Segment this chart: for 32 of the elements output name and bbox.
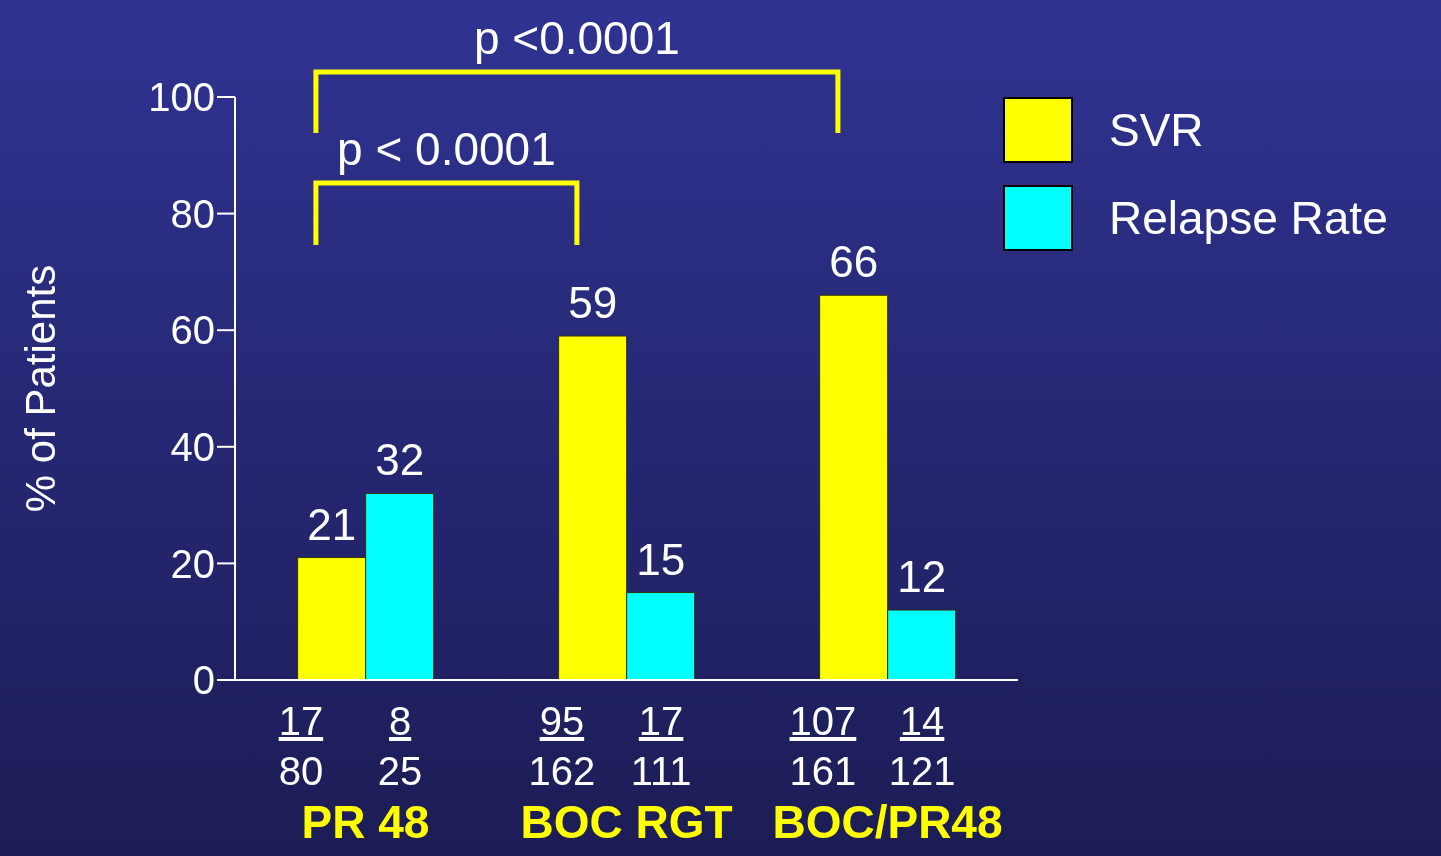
text: 17 [278,699,324,743]
y-tick-label: 0 [192,658,215,703]
text: p <0.0001 [473,12,680,64]
annotation: p < 0.0001 [337,123,556,175]
data-label: 32 [375,435,425,485]
text: 121 [888,749,956,793]
x-tick-label: PR 48 [301,796,430,848]
text: 25 [377,749,423,793]
text: SVR [1109,103,1204,157]
data-label: 15 [636,534,686,584]
data-label: 66 [829,237,879,287]
y-tick-label: 80 [170,191,215,236]
text: 95 [539,699,585,743]
text: 111 [630,749,692,793]
data-label: 21 [307,499,357,549]
x-tick-label: BOC/PR48 [772,796,1003,848]
text: 162 [528,749,596,793]
y-tick-label: 40 [170,425,215,469]
text: 14 [899,699,945,743]
y-axis-title: % of Patients [16,264,64,513]
y-tick-label: 20 [170,541,215,586]
text: 107 [789,699,857,743]
data-label: 59 [568,278,618,328]
text: 161 [789,749,857,793]
data-label: 12 [897,552,947,602]
x-tick-label: BOC RGT [520,796,733,848]
legend-label: Relapse Rate [1109,191,1388,245]
y-tick-label: 60 [170,308,215,353]
text: 8 [388,699,412,743]
text: 80 [278,749,324,793]
text: 17 [638,699,684,743]
y-tick-label: 100 [148,75,215,120]
